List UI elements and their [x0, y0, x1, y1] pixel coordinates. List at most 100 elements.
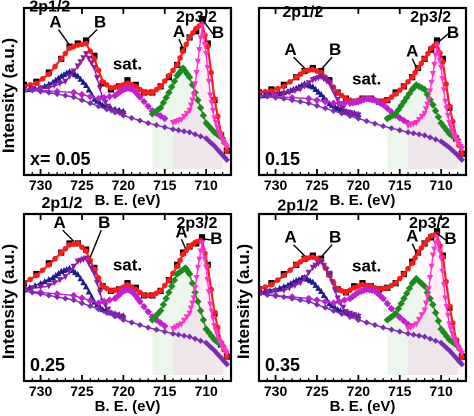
component-point: [305, 80, 312, 87]
fit-point: [388, 94, 395, 100]
component-point: [297, 98, 304, 105]
component-point: [51, 280, 58, 287]
component-point: [334, 97, 341, 104]
peak-label-b2: B: [444, 229, 456, 248]
component-point: [326, 80, 333, 87]
component-point: [45, 89, 52, 96]
component-point: [415, 82, 423, 91]
component-point: [78, 299, 86, 307]
component-point: [205, 78, 213, 85]
fit-point: [25, 280, 27, 286]
component-point: [87, 100, 94, 107]
fit-point: [87, 48, 94, 54]
x-tick-label: 725: [70, 177, 94, 193]
component-point: [436, 248, 443, 255]
component-point: [175, 69, 183, 77]
fit-point: [409, 260, 415, 267]
x-tick-label: 720: [347, 177, 371, 193]
fit-point: [62, 245, 69, 252]
data-point: [193, 28, 200, 35]
series-peak-a-2p3-2: [383, 274, 462, 350]
x-tick-label: 720: [112, 383, 136, 399]
fit-point: [161, 78, 168, 84]
peak-label-sat: sat.: [113, 256, 142, 275]
component-point: [83, 283, 90, 290]
component-point: [183, 314, 190, 321]
component-point: [70, 93, 77, 101]
peak-pointer: [85, 29, 98, 42]
component-point: [193, 70, 200, 77]
component-point: [383, 299, 392, 308]
fit-point: [46, 71, 52, 77]
component-point: [45, 276, 52, 283]
component-point: [415, 332, 423, 339]
peak-label-2p1-2: 2p1/2: [41, 195, 82, 212]
component-point: [136, 93, 144, 101]
component-point: [208, 308, 215, 315]
component-point: [313, 296, 321, 304]
component-point: [432, 337, 439, 344]
component-point: [402, 289, 411, 298]
component-point: [435, 50, 442, 57]
peak-pointer: [293, 244, 306, 257]
component-point: [55, 74, 62, 81]
fit-point: [412, 255, 418, 261]
component-point: [178, 321, 185, 328]
component-point: [312, 281, 319, 288]
peak-label-b1: B: [98, 213, 110, 232]
component-point: [86, 92, 94, 101]
fit-point: [384, 284, 391, 291]
component-point: [62, 295, 69, 302]
component-point: [318, 90, 325, 98]
component-point: [80, 78, 87, 85]
component-point: [313, 102, 321, 109]
fit-point: [108, 85, 114, 91]
component-point: [185, 270, 194, 278]
component-point: [156, 104, 165, 112]
component-point: [86, 296, 94, 305]
peak-pointer: [57, 29, 71, 46]
component-point: [204, 277, 211, 284]
component-point: [204, 64, 211, 72]
component-point: [94, 280, 101, 287]
fit-point: [112, 287, 118, 293]
component-point: [202, 119, 210, 127]
fit-point: [95, 275, 102, 281]
fit-point: [183, 41, 190, 48]
component-point: [305, 100, 312, 107]
component-point: [424, 293, 431, 300]
component-point: [186, 333, 193, 340]
component-point: [62, 273, 69, 281]
component-point: [388, 326, 395, 333]
x-tick-label: 715: [388, 177, 412, 193]
component-point: [439, 76, 446, 83]
component-point: [436, 57, 443, 64]
fit-point: [205, 43, 211, 50]
component-point: [210, 336, 219, 344]
fit-point: [183, 247, 190, 254]
chart-panel-2: 730 725 720 715 710 B. E. (eV) 0.15 2p1/2 A Bsat.…: [257, 4, 468, 209]
component-point: [70, 296, 77, 304]
component-point: [37, 284, 44, 291]
component-point: [451, 353, 459, 360]
component-point: [144, 102, 152, 110]
component-point: [335, 297, 343, 306]
peak-label-a2: A: [406, 42, 418, 61]
component-point: [131, 88, 140, 96]
peak-pointer: [320, 244, 333, 258]
y-axis-label: Intensity (a.u.): [234, 244, 253, 359]
component-point: [321, 297, 329, 306]
component-point: [447, 124, 454, 131]
peak-label-sat: sat.: [352, 256, 381, 275]
peak-pointer: [320, 56, 333, 71]
component-point: [442, 295, 449, 302]
fit-point: [157, 288, 164, 294]
component-point: [102, 99, 109, 106]
component-point: [304, 94, 313, 103]
component-point: [214, 332, 221, 339]
component-point: [120, 316, 127, 324]
fit-point: [421, 240, 428, 247]
x-axis-label: B. E. (eV): [95, 192, 161, 209]
peak-label-2p1-2: 2p1/2: [29, 0, 70, 16]
component-point: [449, 128, 456, 135]
